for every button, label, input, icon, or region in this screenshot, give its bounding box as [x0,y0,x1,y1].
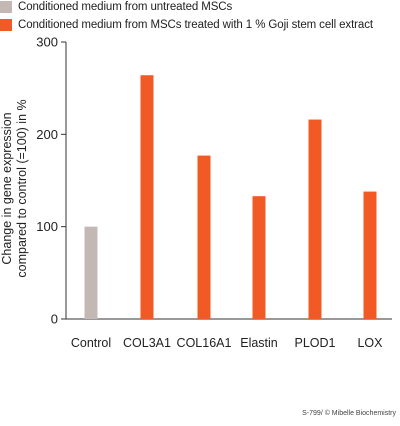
x-tick-label: PLOD1 [295,336,336,350]
bar-col3a1 [140,75,154,320]
bar-plod1 [308,119,322,319]
bar-elastin [252,196,266,319]
y-tick-label: 100 [36,219,58,234]
y-tick-label: 300 [36,35,58,50]
y-axis-title-line: Change in gene expression [0,112,14,264]
legend-label-goji: Conditioned medium from MSCs treated wit… [18,19,373,31]
legend-swatch-untreated [0,1,12,13]
x-tick-label: Elastin [240,336,278,350]
legend-item-untreated: Conditioned medium from untreated MSCs [0,0,232,14]
legend-item-goji: Conditioned medium from MSCs treated wit… [0,18,373,32]
legend-label-untreated: Conditioned medium from untreated MSCs [18,1,233,13]
copyright-credit: S-799/ © Mibelle Biochemistry [302,410,396,417]
y-tick-label: 0 [51,312,58,327]
x-tick-label: LOX [357,336,383,350]
x-tick-label: COL3A1 [123,336,171,350]
y-axis-title-line: compared to control (=100) in % [15,99,29,277]
bar-col16a1 [197,155,211,319]
x-tick-label: COL16A1 [177,336,232,350]
bar-control [84,226,98,319]
legend-swatch-goji [0,19,12,31]
x-tick-label: Control [71,336,111,350]
y-tick-label: 200 [36,127,58,142]
bar-lox [363,191,377,319]
